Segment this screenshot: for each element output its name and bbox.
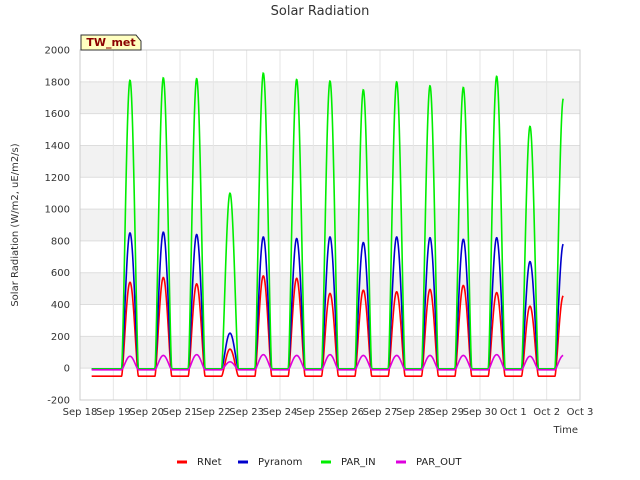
y-tick-label: 800 — [51, 236, 70, 247]
x-tick-label: Sep 21 — [163, 407, 198, 418]
y-tick-label: 1200 — [45, 173, 70, 184]
y-tick-label: 1800 — [45, 77, 70, 88]
x-tick-label: Sep 19 — [96, 407, 131, 418]
y-tick-labels: -200 0 200 400 600 800 1000 1200 1400 1600 1800 200… — [45, 46, 70, 407]
station-label: TW_met — [86, 36, 135, 49]
y-tick-label: 1400 — [45, 141, 70, 152]
background-band — [80, 50, 580, 82]
x-tick-label: Oct 1 — [500, 407, 527, 418]
legend-item-rnet: RNet — [177, 457, 222, 468]
x-tick-label: Sep 30 — [463, 407, 498, 418]
x-tick-label: Sep 20 — [129, 407, 164, 418]
background-band — [80, 368, 580, 400]
y-tick-label: 1000 — [45, 205, 70, 216]
background-band — [80, 81, 580, 114]
background-band — [80, 272, 580, 305]
x-tick-label: Sep 24 — [263, 407, 298, 418]
x-tick-label: Sep 23 — [229, 407, 264, 418]
plot-area-frame — [79, 49, 581, 401]
y-tick-label: 600 — [51, 268, 70, 279]
x-tick-label: Sep 18 — [63, 407, 98, 418]
series-lines — [91, 72, 564, 377]
y-tick-label: 1600 — [45, 109, 70, 120]
legend-label: Pyranom — [258, 457, 302, 468]
background-band — [80, 145, 580, 178]
background-band — [80, 336, 580, 369]
background-band — [80, 209, 580, 241]
x-tick-label: Sep 28 — [396, 407, 431, 418]
y-tick-label: 200 — [51, 332, 70, 343]
background-band — [80, 177, 580, 210]
legend-item-pyranom: Pyranom — [238, 457, 302, 468]
x-tick-label: Oct 2 — [533, 407, 560, 418]
legend-label: PAR_IN — [341, 457, 376, 468]
legend: RNet Pyranom PAR_IN PAR_OUT — [177, 457, 462, 468]
station-label-box: TW_met — [80, 34, 142, 51]
y-tick-label: 400 — [51, 300, 70, 311]
background-band — [80, 113, 580, 146]
background-band — [80, 240, 580, 273]
plot-background-bands — [80, 50, 580, 400]
legend-item-par-in: PAR_IN — [321, 457, 376, 468]
y-tick-label: 2000 — [45, 46, 70, 57]
x-axis-title: Time — [553, 425, 578, 436]
x-tick-label: Sep 29 — [429, 407, 464, 418]
background-band — [80, 304, 580, 337]
x-tick-label: Sep 22 — [196, 407, 231, 418]
chart-title: Solar Radiation — [271, 4, 370, 19]
y-tick-label: 0 — [64, 364, 70, 375]
y-axis-title: Solar Radiation (W/m2, uE/m2/s) — [10, 143, 21, 306]
x-tick-label: Sep 26 — [329, 407, 364, 418]
x-tick-label: Sep 25 — [296, 407, 331, 418]
legend-label: PAR_OUT — [416, 457, 462, 468]
series-line-par-out — [91, 353, 564, 371]
legend-item-par-out: PAR_OUT — [396, 457, 462, 468]
y-tick-label: -200 — [47, 396, 70, 407]
x-tick-label: Oct 3 — [567, 407, 594, 418]
legend-label: RNet — [197, 457, 222, 468]
x-tick-label: Sep 27 — [363, 407, 398, 418]
